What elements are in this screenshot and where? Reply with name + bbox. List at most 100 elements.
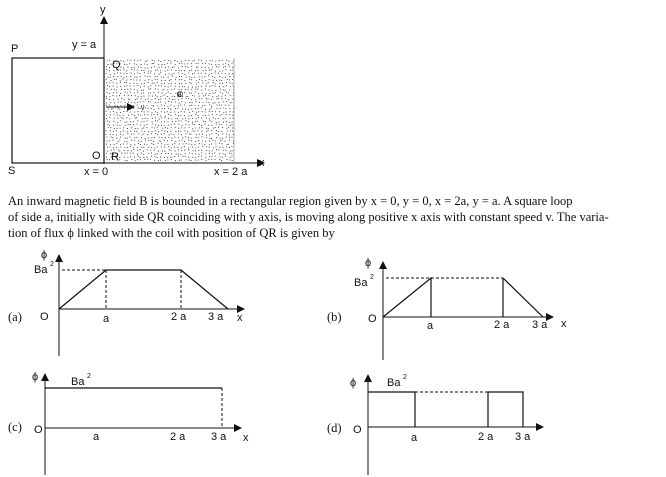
field-dot [151,104,153,107]
field-dot [105,152,107,154]
field-dot [147,111,149,113]
field-dot [178,86,180,88]
field-dot [160,79,163,81]
field-dot [214,155,216,157]
field-dot [156,69,158,71]
field-dot [119,95,121,97]
field-dots [105,59,235,162]
field-dot [158,108,160,110]
field-dot [216,98,218,100]
field-dot [185,76,187,78]
field-dot [157,159,159,162]
field-dot [195,136,197,138]
field-dot [137,114,140,116]
field-dot [119,139,121,141]
field-dot [168,98,170,100]
field-dot [201,133,203,135]
field-dot [157,134,159,136]
field-dot [112,108,114,110]
field-dot [226,101,228,103]
field-dot [105,78,107,80]
field-dot [121,88,123,90]
field-dot [183,104,185,106]
field-dot [224,117,226,119]
field-dot [144,61,147,63]
field-dot [181,79,183,81]
field-dot [109,114,112,116]
field-dot [133,133,135,135]
field-dot [105,96,107,98]
field-dot [166,131,169,133]
field-dot [180,153,182,155]
field-dot [188,137,190,139]
field-dot [174,113,176,116]
field-dot [201,98,203,100]
field-dot [222,89,224,91]
field-dot [211,89,213,91]
field-dot [191,144,193,146]
field-dot [165,153,167,155]
field-dot [113,114,115,116]
field-dot [174,63,176,66]
field-dot [126,131,128,133]
field-dot [197,117,199,119]
field-dot [151,67,153,69]
field-dot [201,152,203,154]
field-dot [133,63,136,65]
field-dot [228,79,230,81]
field-dot [168,134,170,136]
field-dot [119,63,121,65]
field-dot [167,66,169,68]
field-dot [160,143,163,145]
field-dot [202,140,204,142]
field-dot [193,72,195,74]
field-dot [129,145,132,148]
field-dot [158,125,160,127]
field-dot [205,159,207,161]
option-a-ba-exp: 2 [50,261,54,268]
field-dot [124,105,126,107]
field-dot [197,81,199,84]
field-dot [113,89,115,91]
field-dot [180,110,182,113]
field-dot [228,64,230,66]
field-dot [137,111,139,113]
field-dot [161,104,163,106]
field-dot [164,130,166,132]
field-dot [151,79,153,81]
field-dot [131,139,133,141]
field-dot [136,149,138,152]
field-dot [130,150,132,152]
field-dot [121,117,123,119]
field-dot [209,137,211,139]
field-dot [140,98,142,100]
field-dot [211,150,213,152]
field-dot [171,140,173,142]
field-dot [204,144,206,146]
field-dot [117,159,119,161]
field-dot [214,127,216,129]
field-dot [205,140,207,142]
field-dot [225,69,227,71]
field-dot [105,102,107,104]
field-dot [122,78,124,80]
field-dot [150,107,152,109]
field-dot [147,82,149,84]
field-dot [180,69,182,72]
field-dot [187,88,189,90]
field-dot [198,139,200,142]
field-dot [117,69,119,71]
field-dot [218,64,220,66]
field-dot [228,66,231,68]
field-dot [192,150,194,152]
field-dot [154,147,156,149]
field-dot [170,104,172,106]
field-dot [120,76,122,78]
field-dot [151,112,153,114]
field-dot [201,143,203,145]
field-dot [155,85,157,87]
field-dot [197,108,199,110]
field-dot [151,142,153,145]
field-dot [174,88,176,90]
field-dot [171,101,173,103]
